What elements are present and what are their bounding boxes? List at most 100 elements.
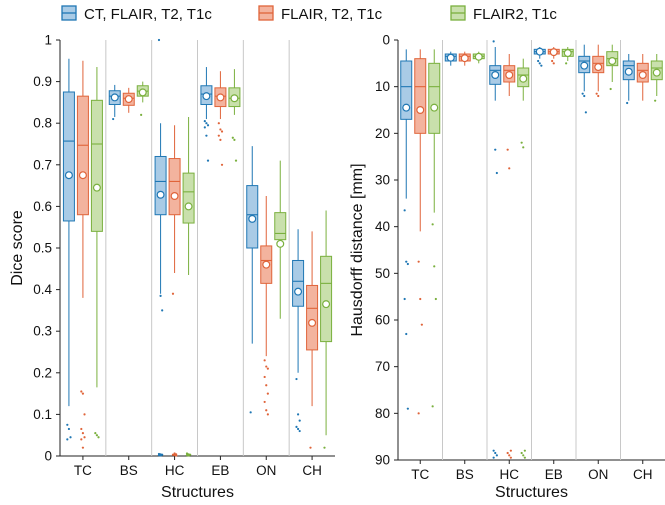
- legend: CT, FLAIR, T2, T1c FLAIR, T2, T1c FLAIR2, …: [61, 5, 557, 23]
- box-iqr: [168, 158, 181, 216]
- outlier-point: [263, 400, 266, 404]
- x-tick-label: TC: [74, 463, 92, 478]
- box-iqr: [182, 172, 195, 224]
- outlier-point: [509, 456, 512, 459]
- y-tick-label: 1: [44, 33, 52, 48]
- outlier-point: [433, 265, 436, 268]
- y-tick-label: 0.5: [33, 241, 52, 256]
- x-tick-label: EB: [211, 463, 229, 478]
- y-tick-label: 0.1: [33, 407, 52, 422]
- legend-label-2: FLAIR, T2, T1c: [281, 6, 383, 23]
- outlier-point: [298, 429, 301, 433]
- box-mean-marker: [608, 56, 617, 65]
- outlier-point: [520, 451, 523, 455]
- outlier-point: [431, 223, 434, 226]
- y-tick-label: 20: [375, 126, 390, 141]
- outlier-point: [420, 323, 423, 326]
- box-mean-marker: [624, 67, 633, 76]
- box-mean-marker: [594, 63, 603, 72]
- y-tick-label: 70: [375, 359, 390, 374]
- outlier-point: [434, 297, 437, 301]
- y-tick-label: 40: [375, 219, 390, 234]
- box-iqr: [400, 60, 413, 120]
- box-mean-marker: [430, 103, 439, 112]
- y-axis-title: Hausdorff distance [mm]: [349, 163, 366, 336]
- outlier-point: [506, 148, 509, 151]
- outlier-point: [80, 438, 83, 441]
- box-iqr: [76, 95, 89, 216]
- box-mean-marker: [64, 171, 73, 180]
- outlier-point: [69, 436, 72, 439]
- outlier-point: [595, 92, 598, 95]
- box-mean-marker: [184, 202, 193, 211]
- outlier-point: [506, 451, 509, 455]
- outlier-point: [537, 59, 540, 63]
- outlier-point: [403, 209, 406, 212]
- x-tick-label: HC: [165, 463, 185, 478]
- outlier-point: [584, 111, 587, 114]
- box-mean-marker: [549, 48, 558, 57]
- box-mean-marker: [308, 318, 317, 327]
- outlier-point: [157, 38, 161, 42]
- outlier-point: [609, 87, 612, 91]
- outlier-point: [94, 432, 97, 435]
- box-mean-marker: [216, 93, 225, 102]
- outlier-point: [551, 59, 554, 63]
- outlier-point: [161, 309, 164, 312]
- box-iqr: [90, 99, 103, 232]
- outlier-point: [140, 113, 143, 116]
- outlier-point: [187, 454, 190, 457]
- box-iqr: [306, 284, 319, 351]
- outlier-point: [265, 365, 268, 368]
- box-mean-marker: [474, 52, 483, 61]
- outlier-point: [205, 122, 208, 125]
- outlier-point: [565, 62, 568, 65]
- outlier-point: [112, 117, 115, 121]
- box-mean-marker: [322, 300, 331, 309]
- outlier-point: [538, 62, 541, 65]
- outlier-point: [219, 138, 222, 141]
- outlier-point: [81, 432, 85, 435]
- x-axis-title: Structures: [495, 484, 568, 500]
- box-mean-marker: [156, 190, 165, 199]
- box-mean-marker: [535, 47, 544, 56]
- x-tick-label: BS: [120, 463, 138, 478]
- outlier-point: [405, 260, 408, 263]
- box-mean-marker: [638, 70, 647, 79]
- box-mean-marker: [138, 88, 147, 97]
- x-axis-title: Structures: [161, 484, 234, 500]
- y-tick-label: 0.6: [33, 199, 52, 214]
- outlier-point: [83, 413, 86, 416]
- outlier-point: [266, 367, 269, 370]
- outlier-point: [419, 297, 422, 301]
- outlier-point: [220, 130, 224, 133]
- outlier-point: [171, 292, 175, 295]
- outlier-point: [403, 297, 406, 301]
- box-mean-marker: [491, 70, 500, 79]
- outlier-point: [520, 141, 523, 144]
- outlier-point: [95, 434, 99, 437]
- outlier-point: [298, 419, 301, 422]
- box-iqr: [292, 259, 305, 307]
- legend-label-1: CT, FLAIR, T2, T1c: [84, 6, 212, 23]
- x-tick-label: CH: [302, 463, 322, 478]
- hausdorff-distance-panel: 0 10 20 30 40 50 60 70 80 90 TC BS HC EB ON CH Structure…: [349, 33, 665, 501]
- outlier-point: [406, 407, 409, 410]
- y-tick-label: 0.9: [33, 74, 52, 89]
- outlier-point: [81, 392, 85, 395]
- x-tick-label: TC: [411, 467, 429, 482]
- outlier-point: [494, 451, 497, 455]
- box-iqr: [414, 58, 427, 134]
- outlier-point: [81, 446, 85, 449]
- outlier-point: [83, 436, 86, 439]
- box-mean-marker: [652, 68, 661, 77]
- box-mean-marker: [276, 239, 285, 248]
- y-tick-label: 0.2: [33, 365, 52, 380]
- outlier-point: [492, 40, 495, 43]
- outlier-point: [159, 454, 162, 457]
- box-iqr: [154, 155, 167, 216]
- box-mean-marker: [262, 260, 271, 269]
- box-mean-marker: [519, 74, 528, 83]
- outlier-point: [417, 412, 420, 415]
